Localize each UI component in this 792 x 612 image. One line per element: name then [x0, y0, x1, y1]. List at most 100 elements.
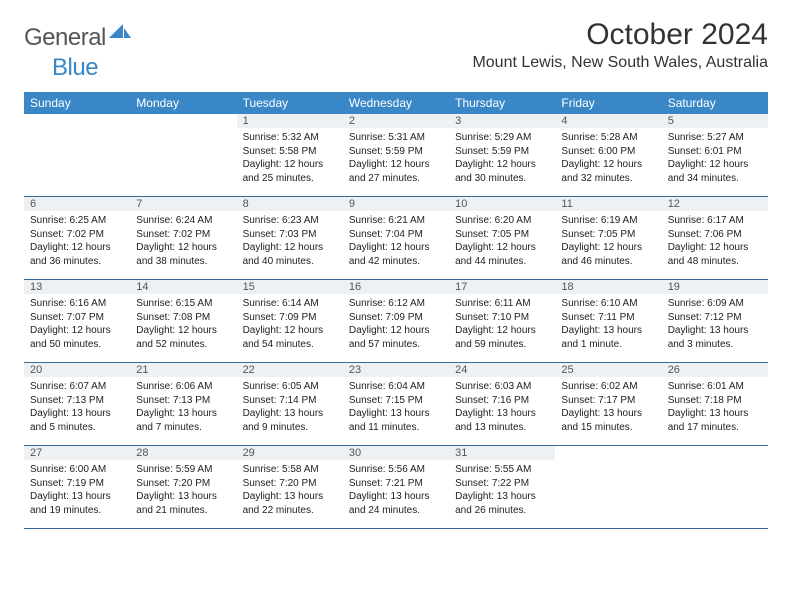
sunset-text: Sunset: 7:04 PM — [349, 228, 443, 242]
calendar-day-cell: 22Sunrise: 6:05 AMSunset: 7:14 PMDayligh… — [237, 363, 343, 445]
daylight-text: and 7 minutes. — [136, 421, 230, 435]
sunset-text: Sunset: 7:08 PM — [136, 311, 230, 325]
day-number: 28 — [130, 446, 236, 460]
sunset-text: Sunset: 6:01 PM — [668, 145, 762, 159]
calendar-grid: SundayMondayTuesdayWednesdayThursdayFrid… — [24, 92, 768, 529]
day-number: 4 — [555, 114, 661, 128]
sunrise-text: Sunrise: 6:23 AM — [243, 214, 337, 228]
sunset-text: Sunset: 7:05 PM — [455, 228, 549, 242]
daylight-text: Daylight: 12 hours — [349, 158, 443, 172]
sunrise-text: Sunrise: 6:01 AM — [668, 380, 762, 394]
daylight-text: and 32 minutes. — [561, 172, 655, 186]
sunrise-text: Sunrise: 6:14 AM — [243, 297, 337, 311]
calendar-empty-cell — [130, 114, 236, 196]
sunset-text: Sunset: 5:59 PM — [349, 145, 443, 159]
daylight-text: Daylight: 12 hours — [455, 158, 549, 172]
calendar-day-cell: 1Sunrise: 5:32 AMSunset: 5:58 PMDaylight… — [237, 114, 343, 196]
calendar-day-cell: 30Sunrise: 5:56 AMSunset: 7:21 PMDayligh… — [343, 446, 449, 528]
sunset-text: Sunset: 7:11 PM — [561, 311, 655, 325]
calendar-day-cell: 21Sunrise: 6:06 AMSunset: 7:13 PMDayligh… — [130, 363, 236, 445]
calendar-day-cell: 7Sunrise: 6:24 AMSunset: 7:02 PMDaylight… — [130, 197, 236, 279]
sunset-text: Sunset: 7:21 PM — [349, 477, 443, 491]
daylight-text: Daylight: 13 hours — [349, 490, 443, 504]
daylight-text: and 40 minutes. — [243, 255, 337, 269]
daylight-text: and 34 minutes. — [668, 172, 762, 186]
sunrise-text: Sunrise: 6:17 AM — [668, 214, 762, 228]
calendar-week-row: 27Sunrise: 6:00 AMSunset: 7:19 PMDayligh… — [24, 446, 768, 529]
sunset-text: Sunset: 7:12 PM — [668, 311, 762, 325]
sunrise-text: Sunrise: 6:07 AM — [30, 380, 124, 394]
daylight-text: Daylight: 13 hours — [30, 490, 124, 504]
calendar-day-cell: 13Sunrise: 6:16 AMSunset: 7:07 PMDayligh… — [24, 280, 130, 362]
daylight-text: Daylight: 13 hours — [561, 324, 655, 338]
calendar-day-cell: 25Sunrise: 6:02 AMSunset: 7:17 PMDayligh… — [555, 363, 661, 445]
calendar-day-cell: 26 Sunrise: 6:01 AMSunset: 7:18 PMDayligh… — [662, 363, 768, 445]
sunset-text: Sunset: 7:22 PM — [455, 477, 549, 491]
sunrise-text: Sunrise: 6:03 AM — [455, 380, 549, 394]
sunrise-text: Sunrise: 6:21 AM — [349, 214, 443, 228]
calendar-day-cell: 28Sunrise: 5:59 AMSunset: 7:20 PMDayligh… — [130, 446, 236, 528]
sunset-text: Sunset: 5:58 PM — [243, 145, 337, 159]
day-number: 25 — [555, 363, 661, 377]
daylight-text: Daylight: 13 hours — [136, 407, 230, 421]
day-number: 26 — [662, 363, 768, 377]
location-subtitle: Mount Lewis, New South Wales, Australia — [472, 54, 768, 72]
calendar-day-cell: 5Sunrise: 5:27 AMSunset: 6:01 PMDaylight… — [662, 114, 768, 196]
daylight-text: Daylight: 13 hours — [668, 324, 762, 338]
sunrise-text: Sunrise: 6:15 AM — [136, 297, 230, 311]
sunset-text: Sunset: 7:10 PM — [455, 311, 549, 325]
daylight-text: Daylight: 12 hours — [455, 324, 549, 338]
sunrise-text: Sunrise: 6:20 AM — [455, 214, 549, 228]
sunrise-text: Sunrise: 6:10 AM — [561, 297, 655, 311]
daylight-text: and 9 minutes. — [243, 421, 337, 435]
weekday-header: Monday — [130, 92, 236, 114]
calendar-day-cell: 17Sunrise: 6:11 AMSunset: 7:10 PMDayligh… — [449, 280, 555, 362]
daylight-text: and 52 minutes. — [136, 338, 230, 352]
day-number: 13 — [24, 280, 130, 294]
daylight-text: and 42 minutes. — [349, 255, 443, 269]
daylight-text: Daylight: 13 hours — [668, 407, 762, 421]
day-number: 18 — [555, 280, 661, 294]
day-number: 15 — [237, 280, 343, 294]
day-number: 9 — [343, 197, 449, 211]
sunset-text: Sunset: 7:09 PM — [349, 311, 443, 325]
calendar-day-cell: 29Sunrise: 5:58 AMSunset: 7:20 PMDayligh… — [237, 446, 343, 528]
sunrise-text: Sunrise: 6:12 AM — [349, 297, 443, 311]
day-number: 11 — [555, 197, 661, 211]
sunset-text: Sunset: 7:09 PM — [243, 311, 337, 325]
sunset-text: Sunset: 7:13 PM — [30, 394, 124, 408]
sunset-text: Sunset: 7:20 PM — [136, 477, 230, 491]
sunset-text: Sunset: 5:59 PM — [455, 145, 549, 159]
daylight-text: and 57 minutes. — [349, 338, 443, 352]
day-number: 7 — [130, 197, 236, 211]
daylight-text: Daylight: 12 hours — [243, 241, 337, 255]
calendar-empty-cell — [662, 446, 768, 528]
sunset-text: Sunset: 7:16 PM — [455, 394, 549, 408]
sunset-text: Sunset: 7:18 PM — [668, 394, 762, 408]
sunset-text: Sunset: 7:15 PM — [349, 394, 443, 408]
day-number: 2 — [343, 114, 449, 128]
daylight-text: and 17 minutes. — [668, 421, 762, 435]
daylight-text: and 54 minutes. — [243, 338, 337, 352]
sunrise-text: Sunrise: 6:04 AM — [349, 380, 443, 394]
day-number: 1 — [237, 114, 343, 128]
calendar-day-cell: 10Sunrise: 6:20 AMSunset: 7:05 PMDayligh… — [449, 197, 555, 279]
calendar-day-cell: 24Sunrise: 6:03 AMSunset: 7:16 PMDayligh… — [449, 363, 555, 445]
calendar-day-cell: 18 Sunrise: 6:10 AMSunset: 7:11 PMDayligh… — [555, 280, 661, 362]
sunrise-text: Sunrise: 6:25 AM — [30, 214, 124, 228]
day-number: 16 — [343, 280, 449, 294]
calendar-day-cell: 2 Sunrise: 5:31 AMSunset: 5:59 PMDaylight… — [343, 114, 449, 196]
daylight-text: and 24 minutes. — [349, 504, 443, 518]
daylight-text: and 21 minutes. — [136, 504, 230, 518]
sunset-text: Sunset: 7:13 PM — [136, 394, 230, 408]
daylight-text: and 59 minutes. — [455, 338, 549, 352]
daylight-text: Daylight: 12 hours — [30, 241, 124, 255]
daylight-text: Daylight: 12 hours — [561, 241, 655, 255]
daylight-text: Daylight: 12 hours — [561, 158, 655, 172]
sunset-text: Sunset: 7:05 PM — [561, 228, 655, 242]
brand-name-b: Blue — [52, 54, 98, 82]
day-number: 19 — [662, 280, 768, 294]
daylight-text: Daylight: 12 hours — [349, 324, 443, 338]
sunrise-text: Sunrise: 5:31 AM — [349, 131, 443, 145]
sunset-text: Sunset: 7:17 PM — [561, 394, 655, 408]
